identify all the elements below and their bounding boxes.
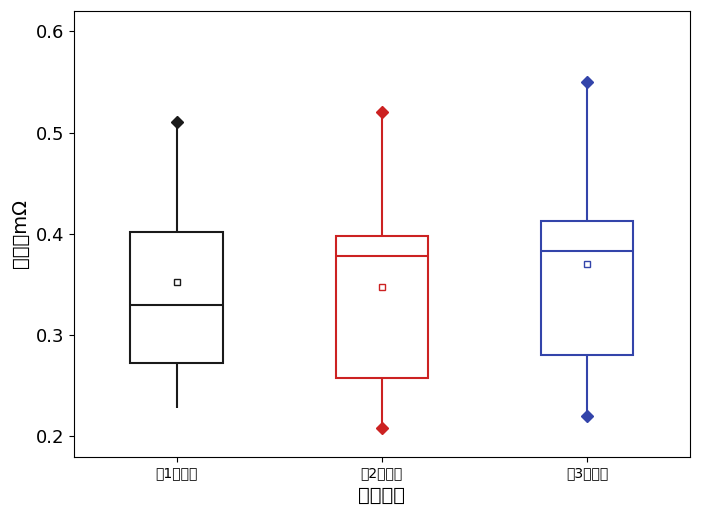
X-axis label: 测试次数: 测试次数 — [358, 486, 405, 505]
FancyBboxPatch shape — [336, 236, 428, 378]
Y-axis label: 内阻／mΩ: 内阻／mΩ — [11, 199, 30, 268]
FancyBboxPatch shape — [130, 232, 223, 363]
FancyBboxPatch shape — [541, 221, 634, 356]
